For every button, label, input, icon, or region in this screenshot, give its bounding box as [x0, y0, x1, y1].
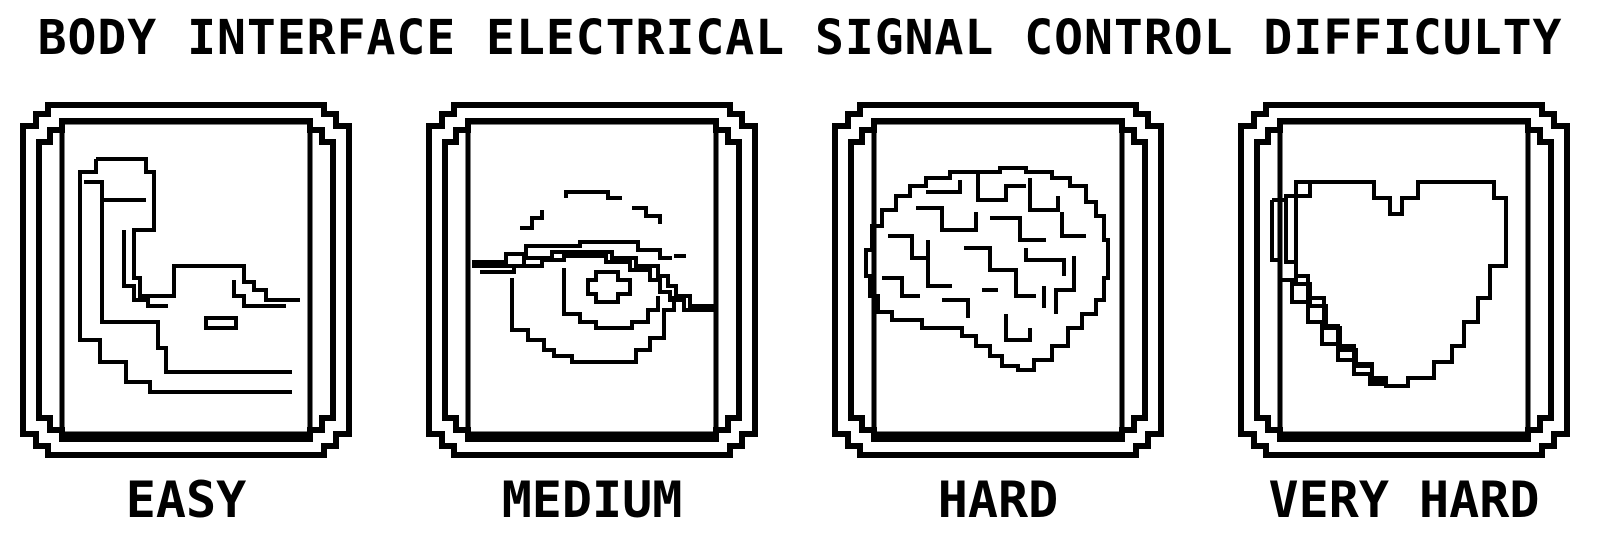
- panel-frame: [20, 102, 352, 458]
- panel-label: MEDIUM: [501, 471, 683, 529]
- panel-label: HARD: [937, 471, 1059, 529]
- eye-icon: [472, 190, 714, 364]
- panel-easy: EASY: [18, 100, 354, 541]
- panel-label: EASY: [125, 471, 247, 529]
- panel-very-hard: VERY HARD: [1236, 100, 1572, 541]
- brain-icon: [864, 166, 1110, 372]
- flexed-arm-icon: [78, 157, 300, 394]
- panel-label: VERY HARD: [1268, 471, 1540, 529]
- heart-icon: [1270, 180, 1508, 388]
- panel-frame: [1238, 102, 1570, 458]
- panel-hard: HARD: [830, 100, 1166, 541]
- panel-medium: MEDIUM: [424, 100, 760, 541]
- page-title: BODY INTERFACE ELECTRICAL SIGNAL CONTROL…: [37, 10, 1563, 66]
- panel-frame: [832, 102, 1164, 458]
- panel-frame: [426, 102, 758, 458]
